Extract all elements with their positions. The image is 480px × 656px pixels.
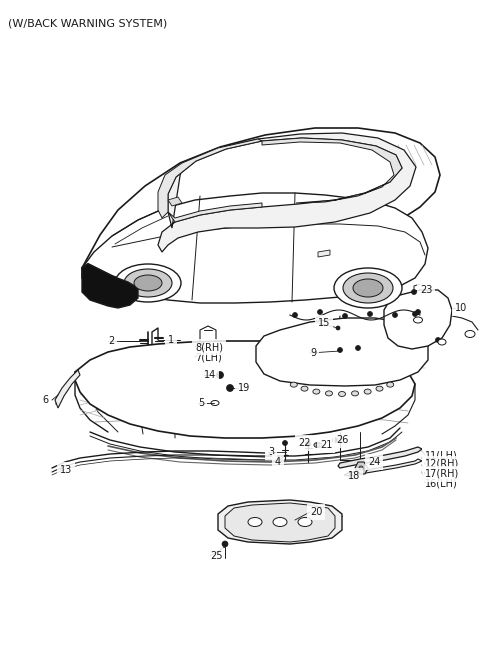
Polygon shape bbox=[82, 264, 138, 308]
Ellipse shape bbox=[353, 279, 383, 297]
Polygon shape bbox=[318, 250, 330, 257]
Ellipse shape bbox=[387, 382, 394, 387]
Text: 18: 18 bbox=[348, 471, 360, 481]
Text: 4: 4 bbox=[275, 457, 281, 467]
Text: 5: 5 bbox=[198, 398, 204, 408]
Polygon shape bbox=[82, 128, 440, 284]
Ellipse shape bbox=[227, 384, 233, 392]
Ellipse shape bbox=[343, 273, 393, 303]
Polygon shape bbox=[338, 447, 422, 468]
Ellipse shape bbox=[336, 326, 340, 330]
Text: 23: 23 bbox=[420, 285, 432, 295]
Ellipse shape bbox=[305, 441, 311, 447]
Text: 13: 13 bbox=[60, 465, 72, 475]
Polygon shape bbox=[355, 462, 368, 474]
Ellipse shape bbox=[316, 443, 320, 447]
Ellipse shape bbox=[435, 337, 441, 342]
Text: 1: 1 bbox=[168, 335, 174, 345]
Text: 19: 19 bbox=[238, 383, 250, 393]
Polygon shape bbox=[262, 138, 402, 203]
Text: 8(RH): 8(RH) bbox=[195, 342, 223, 352]
Text: 3: 3 bbox=[268, 447, 274, 457]
Text: 14: 14 bbox=[204, 370, 216, 380]
Text: 22: 22 bbox=[298, 438, 311, 448]
Text: (W/BACK WARNING SYSTEM): (W/BACK WARNING SYSTEM) bbox=[8, 18, 167, 28]
Ellipse shape bbox=[325, 391, 333, 396]
Text: 20: 20 bbox=[310, 507, 323, 517]
Ellipse shape bbox=[290, 382, 297, 387]
Ellipse shape bbox=[438, 339, 446, 345]
Ellipse shape bbox=[368, 312, 372, 316]
Polygon shape bbox=[168, 203, 262, 222]
Ellipse shape bbox=[364, 389, 371, 394]
Text: 24: 24 bbox=[368, 457, 380, 467]
Ellipse shape bbox=[411, 289, 417, 295]
Text: 2: 2 bbox=[108, 336, 114, 346]
Polygon shape bbox=[225, 503, 335, 542]
Text: 16(LH): 16(LH) bbox=[425, 478, 458, 488]
Text: 21: 21 bbox=[320, 440, 332, 450]
Ellipse shape bbox=[412, 312, 418, 316]
Polygon shape bbox=[256, 318, 428, 386]
Ellipse shape bbox=[351, 391, 359, 396]
Text: 11(LH): 11(LH) bbox=[425, 450, 458, 460]
Polygon shape bbox=[218, 500, 342, 544]
Ellipse shape bbox=[465, 331, 475, 337]
Ellipse shape bbox=[298, 518, 312, 527]
Ellipse shape bbox=[333, 438, 337, 443]
Ellipse shape bbox=[248, 518, 262, 527]
Text: 6: 6 bbox=[42, 395, 48, 405]
Ellipse shape bbox=[314, 443, 322, 447]
Text: 15: 15 bbox=[318, 318, 330, 328]
Ellipse shape bbox=[115, 264, 181, 302]
Text: 12(RH): 12(RH) bbox=[425, 459, 459, 469]
Ellipse shape bbox=[216, 371, 224, 379]
Ellipse shape bbox=[416, 310, 420, 314]
Polygon shape bbox=[55, 370, 80, 408]
Ellipse shape bbox=[222, 541, 228, 547]
Ellipse shape bbox=[393, 312, 397, 318]
Polygon shape bbox=[168, 197, 182, 206]
Polygon shape bbox=[158, 139, 262, 218]
Ellipse shape bbox=[343, 314, 348, 319]
Polygon shape bbox=[158, 133, 416, 252]
Ellipse shape bbox=[273, 518, 287, 527]
Ellipse shape bbox=[359, 466, 363, 470]
Polygon shape bbox=[345, 459, 422, 476]
Ellipse shape bbox=[317, 310, 323, 314]
Polygon shape bbox=[384, 290, 452, 349]
Text: 25: 25 bbox=[210, 551, 223, 561]
Polygon shape bbox=[82, 193, 428, 303]
Text: 10: 10 bbox=[455, 303, 467, 313]
Polygon shape bbox=[75, 341, 415, 438]
Ellipse shape bbox=[356, 346, 360, 350]
Ellipse shape bbox=[338, 392, 346, 396]
Ellipse shape bbox=[334, 268, 402, 308]
Ellipse shape bbox=[283, 440, 288, 445]
Ellipse shape bbox=[134, 275, 162, 291]
Ellipse shape bbox=[124, 269, 172, 297]
Text: 9: 9 bbox=[310, 348, 316, 358]
Ellipse shape bbox=[337, 348, 343, 352]
Ellipse shape bbox=[313, 389, 320, 394]
Text: 17(RH): 17(RH) bbox=[425, 469, 459, 479]
Text: 26: 26 bbox=[336, 435, 348, 445]
Ellipse shape bbox=[376, 386, 383, 391]
Ellipse shape bbox=[301, 386, 308, 391]
Ellipse shape bbox=[292, 312, 298, 318]
Text: 7(LH): 7(LH) bbox=[195, 352, 222, 362]
